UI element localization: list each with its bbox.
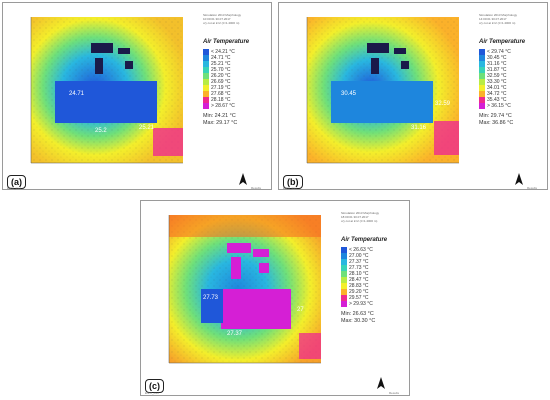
panel-b: (b) Simulation 2013 Morphology 14:00:01 …: [278, 2, 548, 190]
sim-info: Simulation 2013 Morphology 10:00:01 30.0…: [203, 13, 242, 25]
max-value: Max: 30.30 °C: [341, 318, 376, 324]
min-value: Min: 24.21 °C: [203, 113, 236, 119]
panel-tag: (a): [7, 175, 26, 189]
legend-title: Air Temperature: [203, 39, 250, 45]
value-label: 27.37: [227, 331, 243, 337]
sim-info: Simulation 2013 Morphology 14:00:01 30.0…: [479, 13, 518, 25]
building: [118, 48, 130, 54]
hot-spot: [153, 128, 183, 156]
max-value: Max: 29.17 °C: [203, 120, 238, 126]
building: [125, 61, 133, 69]
footer-right: Results: [389, 391, 400, 395]
footer-right: Results: [527, 186, 538, 190]
value-label: 24.71: [69, 91, 85, 97]
value-label: 32.59: [435, 101, 451, 107]
legend-title: Air Temperature: [479, 39, 526, 45]
map-b: [306, 17, 459, 164]
value-label: 27.73: [203, 295, 219, 301]
sim-info: Simulation 2013 Morphology 18:00:01 30.0…: [341, 211, 380, 223]
value-label: 30.45: [341, 91, 357, 97]
building: [95, 58, 103, 74]
panel-tag: (c): [145, 379, 164, 393]
value-label: 31.16: [411, 125, 427, 131]
building-block: [55, 81, 157, 123]
building-block: [221, 289, 291, 329]
value-label: 27: [297, 307, 304, 313]
value-label: 25.2: [95, 128, 107, 134]
panel-a: (a) Simulation 2013 Morphology 10:00:01 …: [2, 2, 272, 190]
panel-c: (c) Simulation 2013 Morphology 18:00:01 …: [140, 200, 410, 396]
footer-left: ENVI_met: [145, 391, 159, 395]
building: [91, 43, 113, 53]
min-value: Min: 26.63 °C: [341, 311, 374, 317]
min-value: Min: 29.74 °C: [479, 113, 512, 119]
map-c: [168, 215, 321, 364]
footer-left: ENVI_met: [7, 186, 21, 190]
map-a: [30, 17, 183, 164]
footer-left: ENVI_met: [283, 186, 297, 190]
max-value: Max: 36.86 °C: [479, 120, 514, 126]
legend-title: Air Temperature: [341, 237, 388, 243]
value-label: 25.21: [139, 125, 155, 131]
panel-tag: (b): [283, 175, 303, 189]
footer-right: Results: [251, 186, 262, 190]
